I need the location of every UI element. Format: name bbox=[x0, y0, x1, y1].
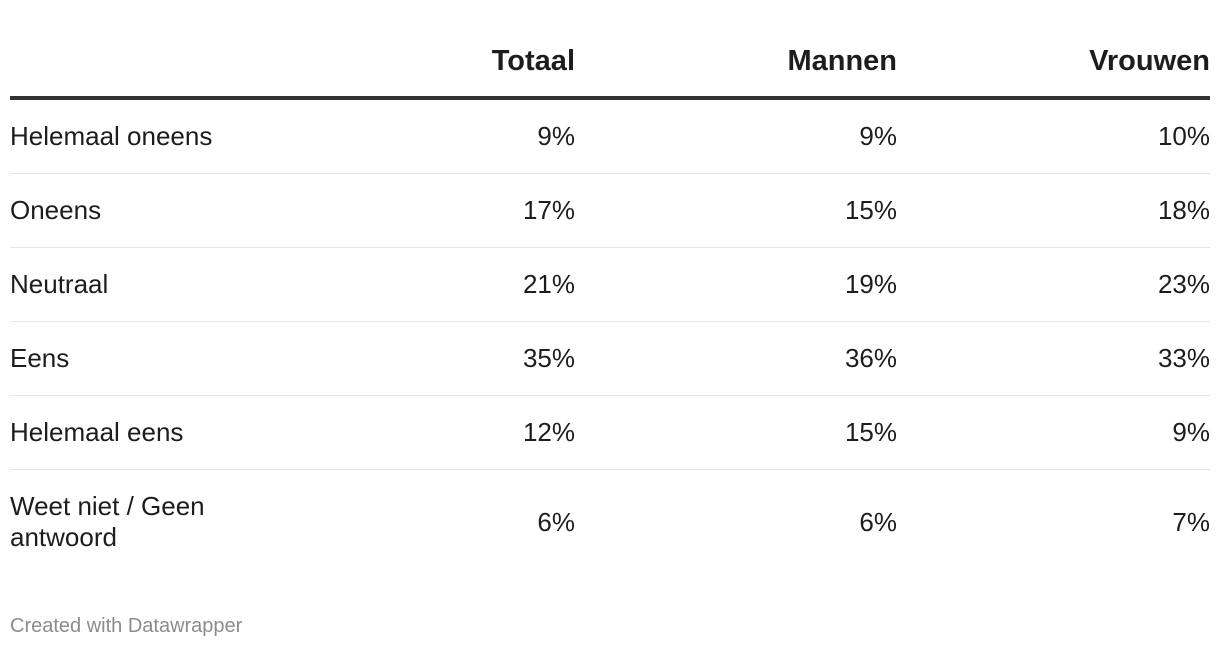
cell-vrouwen: 9% bbox=[1172, 417, 1210, 447]
table-row: Eens 35% 36% 33% bbox=[10, 322, 1210, 396]
cell-mannen: 19% bbox=[844, 269, 897, 299]
cell-vrouwen: 10% bbox=[1157, 121, 1210, 151]
row-label: Neutraal bbox=[10, 269, 109, 299]
row-label: Oneens bbox=[10, 195, 102, 225]
header-vrouwen: Vrouwen bbox=[1089, 45, 1210, 77]
table-row: Oneens 17% 15% 18% bbox=[10, 174, 1210, 248]
cell-totaal: 9% bbox=[537, 121, 575, 151]
cell-totaal: 35% bbox=[522, 343, 575, 373]
table-row: Weet niet / Geen antwoord 6% 6% 7% bbox=[10, 470, 1210, 574]
cell-mannen: 36% bbox=[844, 343, 897, 373]
credit-text: Created with Datawrapper bbox=[10, 615, 243, 637]
row-label: Helemaal oneens bbox=[10, 121, 213, 151]
data-table: Totaal Mannen Vrouwen Helemaal oneens 9%… bbox=[10, 0, 1210, 574]
cell-mannen: 15% bbox=[844, 417, 897, 447]
table-row: Neutraal 21% 19% 23% bbox=[10, 248, 1210, 322]
cell-vrouwen: 23% bbox=[1157, 269, 1210, 299]
cell-vrouwen: 7% bbox=[1172, 506, 1210, 537]
cell-vrouwen: 33% bbox=[1157, 343, 1210, 373]
cell-totaal: 6% bbox=[537, 506, 575, 537]
header-totaal: Totaal bbox=[491, 45, 575, 77]
cell-totaal: 17% bbox=[522, 195, 575, 225]
header-mannen: Mannen bbox=[787, 45, 897, 77]
row-label: Eens bbox=[10, 343, 70, 373]
row-label: Weet niet / Geen antwoord bbox=[10, 491, 205, 552]
row-label: Helemaal eens bbox=[10, 417, 184, 447]
row-label-cell: Weet niet / Geen antwoord bbox=[10, 491, 340, 553]
table-header-row: Totaal Mannen Vrouwen bbox=[10, 0, 1210, 100]
cell-totaal: 21% bbox=[522, 269, 575, 299]
cell-mannen: 6% bbox=[859, 506, 897, 537]
table-row: Helemaal oneens 9% 9% 10% bbox=[10, 100, 1210, 174]
cell-mannen: 9% bbox=[859, 121, 897, 151]
cell-totaal: 12% bbox=[522, 417, 575, 447]
table-row: Helemaal eens 12% 15% 9% bbox=[10, 396, 1210, 470]
cell-vrouwen: 18% bbox=[1157, 195, 1210, 225]
cell-mannen: 15% bbox=[844, 195, 897, 225]
